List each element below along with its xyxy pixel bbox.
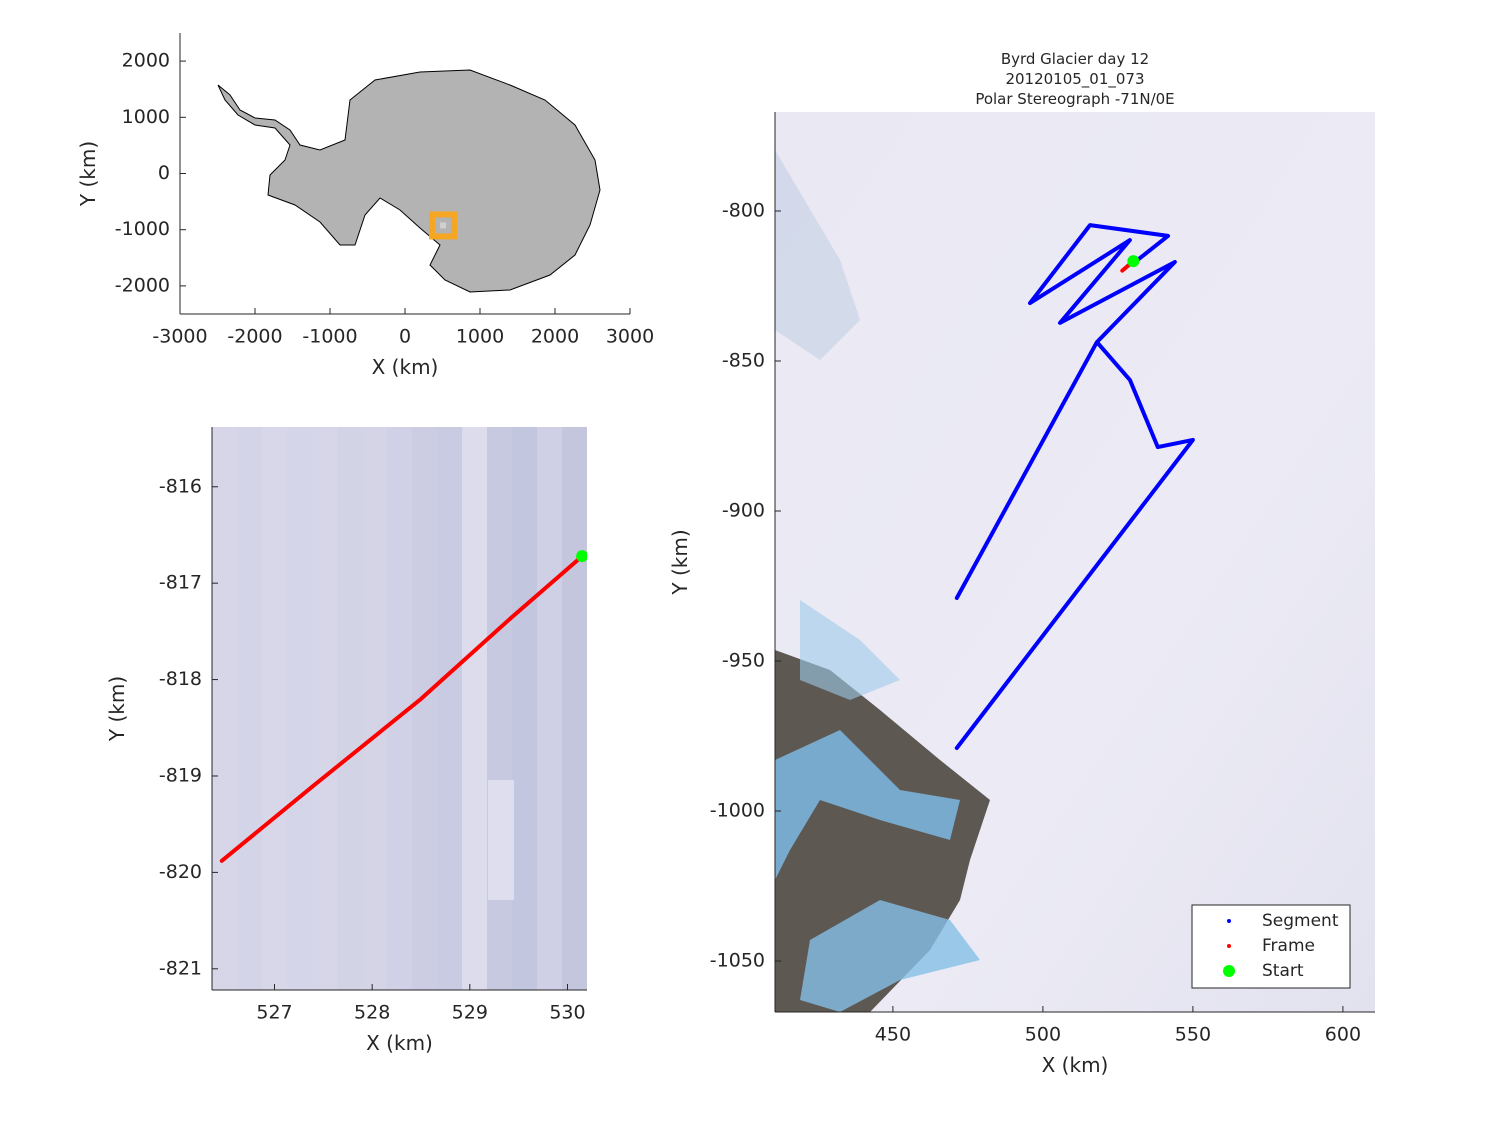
- image-stripe: [537, 427, 563, 990]
- x-tick-label: 530: [549, 1002, 585, 1024]
- image-stripe: [487, 427, 513, 990]
- y-tick-label: 1000: [122, 106, 170, 128]
- glacier: [800, 600, 900, 700]
- x-tick-label: 1000: [456, 326, 504, 348]
- legend-label: Frame: [1262, 936, 1315, 956]
- y-tick-label: -817: [159, 572, 202, 594]
- y-tick-label: -820: [159, 861, 202, 883]
- image-stripe: [212, 427, 238, 990]
- start-point: [576, 550, 587, 563]
- y-tick-label: 2000: [122, 50, 170, 72]
- image-stripe: [462, 427, 488, 990]
- y-tick-label: -821: [159, 957, 202, 979]
- legend-label: Start: [1262, 961, 1304, 981]
- chart-title: 20120105_01_073: [1005, 70, 1144, 89]
- chart-title: Polar Stereograph -71N/0E: [975, 90, 1174, 108]
- image-stripe: [437, 427, 463, 990]
- y-tick-label: -816: [159, 475, 202, 497]
- glacier: [800, 900, 980, 1012]
- image-stripe: [262, 427, 288, 990]
- x-tick-label: 527: [256, 1002, 292, 1024]
- image-stripe: [412, 427, 438, 990]
- y-axis-label: Y (km): [76, 141, 100, 207]
- start-point: [1127, 255, 1140, 268]
- x-tick-label: 500: [1025, 1024, 1061, 1046]
- image-stripe: [287, 427, 313, 990]
- x-axis-label: X (km): [366, 1031, 433, 1055]
- x-tick-label: 600: [1325, 1024, 1361, 1046]
- continent-outline: [217, 69, 601, 293]
- x-tick-label: 450: [875, 1024, 911, 1046]
- y-tick-label: -900: [722, 500, 765, 522]
- plot-area: [219, 550, 587, 863]
- glacier: [775, 730, 960, 880]
- plot-area: [954, 223, 1195, 750]
- x-tick-label: 529: [452, 1002, 488, 1024]
- image-stripe: [562, 427, 587, 990]
- y-tick-label: -950: [722, 650, 765, 672]
- chart-title: Byrd Glacier day 12: [1001, 50, 1149, 68]
- location-marker: [429, 211, 458, 240]
- x-axis-label: X (km): [372, 355, 439, 379]
- x-tick-label: 550: [1175, 1024, 1211, 1046]
- y-tick-label: -850: [722, 350, 765, 372]
- y-tick-label: -1000: [115, 218, 170, 240]
- track-line: [954, 223, 1195, 750]
- y-tick-label: -2000: [115, 274, 170, 296]
- satellite-image: [775, 112, 1375, 1012]
- image-stripe: [312, 427, 338, 990]
- y-tick-label: -1000: [710, 800, 765, 822]
- x-tick-label: -3000: [152, 326, 207, 348]
- image-highlight: [488, 780, 514, 900]
- zoom-image: [212, 427, 587, 990]
- plot-area: [429, 211, 458, 240]
- x-tick-label: 3000: [606, 326, 654, 348]
- legend-marker: [1227, 919, 1231, 923]
- y-tick-label: 0: [158, 162, 170, 184]
- ice-flow: [775, 150, 860, 360]
- track-line: [219, 554, 585, 863]
- x-axis-label: X (km): [1042, 1053, 1109, 1077]
- y-tick-label: -1050: [710, 950, 765, 972]
- image-stripe: [337, 427, 363, 990]
- legend-marker: [1223, 965, 1235, 977]
- y-tick-label: -800: [722, 200, 765, 222]
- legend-marker: [1227, 944, 1231, 948]
- location-inner: [440, 222, 447, 229]
- y-tick-label: -819: [159, 764, 202, 786]
- plots: -3000 -2000 -1000 0 1000 2000 3000 -2000 -1000 0 1…: [76, 33, 1375, 1077]
- legend-label: Segment: [1262, 911, 1339, 931]
- x-tick-label: 2000: [531, 326, 579, 348]
- x-tick-label: -1000: [302, 326, 357, 348]
- y-axis-label: Y (km): [105, 676, 129, 742]
- x-tick-label: 0: [399, 326, 411, 348]
- image-stripe: [362, 427, 388, 990]
- image-stripe: [512, 427, 538, 990]
- image-stripe: [237, 427, 263, 990]
- y-axis-label: Y (km): [668, 529, 692, 595]
- y-tick-label: -818: [159, 668, 202, 690]
- legend-box: [1191, 904, 1351, 989]
- x-tick-label: -2000: [227, 326, 282, 348]
- x-tick-label: 528: [354, 1002, 390, 1024]
